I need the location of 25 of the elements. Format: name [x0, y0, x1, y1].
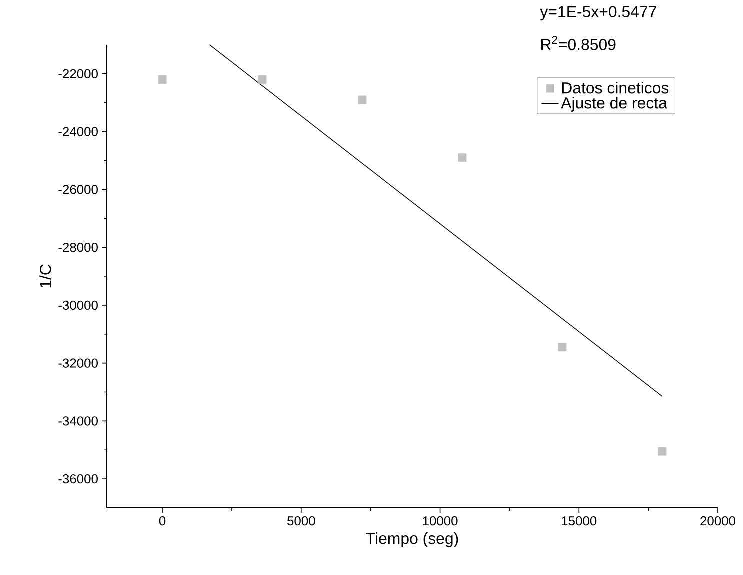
legend-label: Datos cineticos [562, 82, 669, 94]
annotation: R$^{2}$=0.8509 [542, 36, 616, 50]
text: y=1E-5x+0.5477 [540, 6, 656, 21]
y-tick-label: -24000 [58, 127, 98, 136]
point [658, 447, 667, 456]
x-tick-label: 5000 [288, 516, 316, 526]
x-tick-label: 10000 [423, 516, 458, 526]
x-axis-title: Tiempo (seg) [366, 532, 458, 548]
point [558, 343, 567, 352]
y-tick-label: -26000 [58, 185, 98, 194]
point [358, 96, 367, 104]
y-tick-label: -30000 [58, 300, 98, 310]
point [458, 154, 467, 162]
y-tick-label: -22000 [58, 69, 98, 79]
x-tick-label: 0 [159, 516, 166, 526]
x-tick-label: 20000 [700, 516, 736, 526]
y-tick-label: -28000 [58, 242, 98, 252]
y-tick-label: -32000 [58, 358, 98, 368]
point [158, 76, 167, 84]
y-axis-title: 1/C [40, 264, 52, 288]
x-tick-label: 15000 [562, 516, 597, 526]
point [258, 76, 267, 84]
y-tick-label: -36000 [58, 474, 98, 484]
y-tick-label: -34000 [58, 416, 98, 426]
legend-label: Ajuste de recta [561, 97, 668, 112]
